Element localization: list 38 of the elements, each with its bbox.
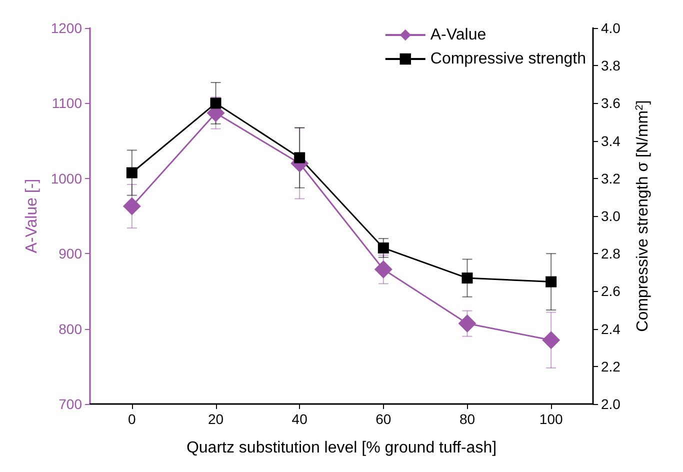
x-tick-label: 20	[208, 411, 224, 427]
y-tick-label: 1100	[52, 95, 82, 112]
y-tick-label: 800	[58, 320, 82, 337]
y2-tick-label: 2.0	[601, 396, 621, 412]
point	[126, 167, 138, 178]
legend-label: A-Value	[430, 26, 486, 44]
y2-tick-label: 2.4	[601, 320, 621, 337]
y2-tick-label: 3.4	[601, 132, 621, 149]
y2-tick-label: 2.2	[601, 358, 621, 374]
y2-axis-title: Compressive strength σ [N/mm2]	[634, 100, 652, 332]
y2-tick-label: 4.0	[601, 20, 621, 36]
x-tick-label: 60	[376, 411, 392, 427]
point	[378, 242, 389, 254]
x-tick-label: 40	[292, 411, 308, 427]
y-axis-title: A-Value [-]	[23, 178, 40, 254]
point	[210, 98, 222, 109]
point	[374, 260, 392, 278]
y2-tick-label: 3.8	[601, 58, 621, 74]
y-tick-label: 700	[58, 396, 82, 412]
x-tick-label: 100	[539, 411, 563, 427]
x-tick-label: 80	[459, 411, 476, 427]
point	[294, 152, 306, 164]
y2-tick-label: 3.2	[601, 170, 621, 186]
y2-tick-label: 2.8	[601, 246, 621, 262]
point	[458, 314, 476, 333]
point	[122, 197, 141, 216]
y2-tick-label: 2.6	[601, 283, 621, 300]
y-tick-label: 1000	[50, 170, 82, 186]
point	[546, 276, 557, 288]
point	[542, 331, 560, 350]
y-tick-label: 900	[58, 246, 82, 262]
x-tick-label: 0	[128, 411, 136, 427]
legend-label: Compressive strength	[430, 50, 586, 68]
y-tick-label: 1200	[50, 20, 82, 36]
x-axis-title: Quartz substitution level [% ground tuff-ash]	[186, 440, 497, 456]
y2-tick-label: 3.6	[601, 95, 621, 112]
point	[462, 272, 473, 284]
y2-tick-label: 3.0	[601, 208, 621, 224]
